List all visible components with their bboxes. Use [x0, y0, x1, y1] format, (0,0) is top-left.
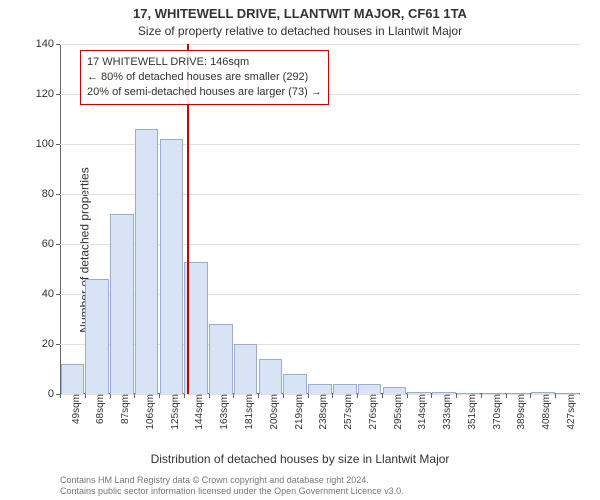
x-tick — [209, 394, 210, 398]
x-tick-label: 49sqm — [69, 394, 82, 424]
x-tick — [332, 394, 333, 398]
x-tick — [431, 394, 432, 398]
x-tick-label: 106sqm — [143, 394, 156, 430]
infobox-line-1: 17 WHITEWELL DRIVE: 146sqm — [87, 55, 322, 70]
page-title: 17, WHITEWELL DRIVE, LLANTWIT MAJOR, CF6… — [0, 6, 600, 21]
x-tick — [283, 394, 284, 398]
histogram-plot: 02040608010012014049sqm68sqm87sqm106sqm1… — [60, 44, 580, 394]
histogram-bar — [209, 324, 233, 394]
y-tick-label: 100 — [36, 138, 60, 150]
x-tick-label: 295sqm — [391, 394, 404, 430]
histogram-bar — [259, 359, 283, 394]
x-tick-label: 87sqm — [118, 394, 131, 424]
y-tick-label: 80 — [42, 188, 60, 200]
y-axis — [60, 44, 61, 394]
infobox-line-3: 20% of semi-detached houses are larger (… — [87, 85, 322, 100]
property-infobox: 17 WHITEWELL DRIVE: 146sqm← 80% of detac… — [80, 50, 329, 105]
x-tick-label: 200sqm — [267, 394, 280, 430]
y-tick-label: 0 — [48, 388, 60, 400]
footer-line-1: Contains HM Land Registry data © Crown c… — [60, 475, 590, 487]
x-tick-label: 333sqm — [440, 394, 453, 430]
footer-line-2: Contains public sector information licen… — [60, 486, 590, 498]
x-tick — [308, 394, 309, 398]
x-tick — [481, 394, 482, 398]
attribution-footer: Contains HM Land Registry data © Crown c… — [60, 475, 590, 498]
x-tick-label: 219sqm — [292, 394, 305, 430]
x-tick-label: 125sqm — [168, 394, 181, 430]
x-tick-label: 181sqm — [242, 394, 255, 430]
x-tick — [233, 394, 234, 398]
page-subtitle: Size of property relative to detached ho… — [0, 24, 600, 38]
histogram-bar — [135, 129, 159, 394]
x-tick — [85, 394, 86, 398]
y-tick-label: 140 — [36, 38, 60, 50]
x-tick — [407, 394, 408, 398]
y-tick-label: 20 — [42, 338, 60, 350]
x-tick — [555, 394, 556, 398]
x-tick — [110, 394, 111, 398]
x-tick — [159, 394, 160, 398]
histogram-bar — [61, 364, 85, 394]
x-tick — [134, 394, 135, 398]
histogram-bar — [383, 387, 407, 395]
infobox-line-2: ← 80% of detached houses are smaller (29… — [87, 70, 322, 85]
x-tick — [60, 394, 61, 398]
x-tick — [357, 394, 358, 398]
x-tick — [506, 394, 507, 398]
x-tick-label: 389sqm — [514, 394, 527, 430]
y-tick-label: 120 — [36, 88, 60, 100]
x-tick — [382, 394, 383, 398]
x-tick-label: 276sqm — [366, 394, 379, 430]
histogram-bar — [358, 384, 382, 394]
x-tick — [456, 394, 457, 398]
histogram-bar — [333, 384, 357, 394]
x-tick-label: 408sqm — [539, 394, 552, 430]
histogram-bar — [283, 374, 307, 394]
y-tick-label: 40 — [42, 288, 60, 300]
x-tick-label: 238sqm — [316, 394, 329, 430]
histogram-bar — [85, 279, 109, 394]
x-tick-label: 351sqm — [465, 394, 478, 430]
x-tick — [530, 394, 531, 398]
x-tick — [258, 394, 259, 398]
grid-line — [60, 44, 580, 45]
y-tick-label: 60 — [42, 238, 60, 250]
x-tick-label: 314sqm — [415, 394, 428, 430]
x-tick-label: 163sqm — [217, 394, 230, 430]
x-tick-label: 68sqm — [93, 394, 106, 424]
x-tick-label: 370sqm — [490, 394, 503, 430]
histogram-bar — [110, 214, 134, 394]
x-axis-label: Distribution of detached houses by size … — [0, 452, 600, 466]
x-tick — [184, 394, 185, 398]
histogram-bar — [160, 139, 184, 394]
x-tick-label: 144sqm — [192, 394, 205, 430]
x-tick-label: 257sqm — [341, 394, 354, 430]
histogram-bar — [308, 384, 332, 394]
x-tick-label: 427sqm — [564, 394, 577, 430]
histogram-bar — [234, 344, 258, 394]
